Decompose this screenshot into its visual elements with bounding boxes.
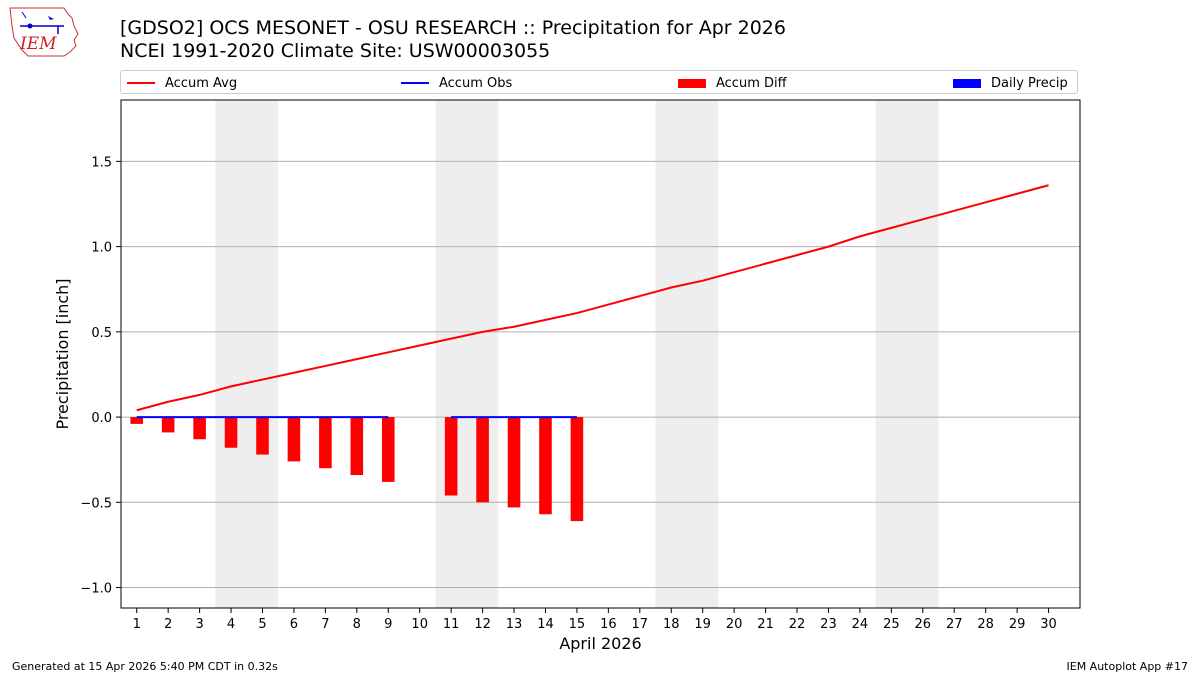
legend: Accum Avg Accum Obs Accum Diff Daily Pre… [120,70,1078,94]
footer-generated-text: Generated at 15 Apr 2026 5:40 PM CDT in … [12,660,278,673]
accum-diff-bar-day-5 [256,417,269,455]
weekend-shade-3 [655,100,719,608]
x-tick-label-13: 13 [506,617,523,632]
x-tick-label-30: 30 [1040,617,1057,632]
x-axis-label: April 2026 [559,634,641,653]
x-tick-label-12: 12 [474,617,491,632]
x-tick-label-23: 23 [820,617,837,632]
x-tick-label-10: 10 [411,617,428,632]
x-tick-label-7: 7 [321,617,329,632]
x-tick-label-16: 16 [600,617,617,632]
footer-app-label: IEM Autoplot App #17 [1066,660,1189,673]
accum-diff-bar-day-11 [444,417,458,496]
accum-diff-bar-day-14 [539,417,552,515]
legend-item-accum-obs: Accum Obs [401,74,512,92]
weekend-shade-1 [215,100,279,608]
accum-diff-bar-day-1 [130,417,144,424]
accum-diff-bar-day-12 [476,417,489,503]
accum-diff-bar-day-2 [161,417,175,433]
x-tick-label-4: 4 [227,617,235,632]
y-axis: −1.0 −0.5 0.0 0.5 1.0 1.5 [80,155,121,597]
x-tick-label-2: 2 [164,617,172,632]
iem-logo: IEM [9,7,79,57]
legend-swatch-accum-diff [678,78,706,88]
legend-item-accum-avg: Accum Avg [127,74,237,92]
legend-swatch-accum-avg [127,82,155,84]
x-tick-label-29: 29 [1009,617,1026,632]
legend-label-accum-diff: Accum Diff [716,75,787,91]
y-tick-label-0_5: 0.5 [91,326,112,341]
x-tick-label-24: 24 [852,617,869,632]
x-tick-label-1: 1 [133,617,141,632]
legend-label-accum-obs: Accum Obs [439,75,513,91]
x-tick-label-15: 15 [569,617,586,632]
accum-diff-bar-day-4 [224,417,238,448]
x-tick-label-11: 11 [443,617,460,632]
x-tick-label-28: 28 [977,617,994,632]
legend-item-accum-diff: Accum Diff [678,74,787,92]
x-tick-label-9: 9 [384,617,392,632]
accum-avg-line [136,184,1049,412]
accum-diff-bar-day-13 [507,417,521,508]
y-tick-label-0: 0.0 [91,411,112,426]
x-tick-label-17: 17 [632,617,649,632]
legend-swatch-daily-precip [953,78,981,88]
x-tick-label-19: 19 [694,617,711,632]
plot-area-frame [120,99,1081,609]
accum-diff-bar-day-3 [193,417,206,440]
grid-lines-group [121,160,1080,589]
chart-subtitle: NCEI 1991-2020 Climate Site: USW00003055 [120,40,551,62]
accum-diff-bar-day-9 [381,417,395,482]
legend-label-daily-precip: Daily Precip [991,75,1068,91]
legend-label-accum-avg: Accum Avg [165,75,238,91]
y-tick-label-neg1: −1.0 [80,582,112,597]
legend-swatch-accum-obs [401,82,429,84]
x-tick-label-5: 5 [258,617,266,632]
accum-diff-bars-group [130,417,584,522]
accum-diff-bar-day-6 [287,417,301,462]
x-tick-label-6: 6 [290,617,298,632]
legend-item-daily-precip: Daily Precip [953,74,1068,92]
x-tick-label-26: 26 [915,617,932,632]
accum-diff-bar-day-7 [319,417,332,469]
weekend-shading-group [215,100,939,608]
logo-text: IEM [19,34,57,54]
x-tick-label-25: 25 [883,617,900,632]
weekend-shade-2 [435,100,499,608]
y-tick-label-1_5: 1.5 [91,155,112,170]
accum-diff-bar-day-8 [350,417,364,476]
y-tick-label-neg0_5: −0.5 [80,496,112,511]
x-tick-label-22: 22 [789,617,806,632]
x-tick-label-8: 8 [353,617,361,632]
chart-title: [GDSO2] OCS MESONET - OSU RESEARCH :: Pr… [120,17,786,39]
x-tick-label-3: 3 [195,617,203,632]
accum-diff-bar-day-15 [570,417,584,522]
x-tick-label-18: 18 [663,617,680,632]
x-axis: 1 2 3 4 5 6 7 8 9 10 11 12 13 14 15 16 17 18 19 20 21 22 23 24 2… [133,608,1057,632]
x-tick-label-20: 20 [726,617,743,632]
y-axis-label: Precipitation [inch] [53,278,72,429]
x-tick-label-14: 14 [537,617,554,632]
x-tick-label-21: 21 [757,617,774,632]
weekend-shade-4 [875,100,939,608]
y-tick-label-1: 1.0 [91,241,112,256]
x-tick-label-27: 27 [946,617,963,632]
series-lines-group [136,184,1049,419]
